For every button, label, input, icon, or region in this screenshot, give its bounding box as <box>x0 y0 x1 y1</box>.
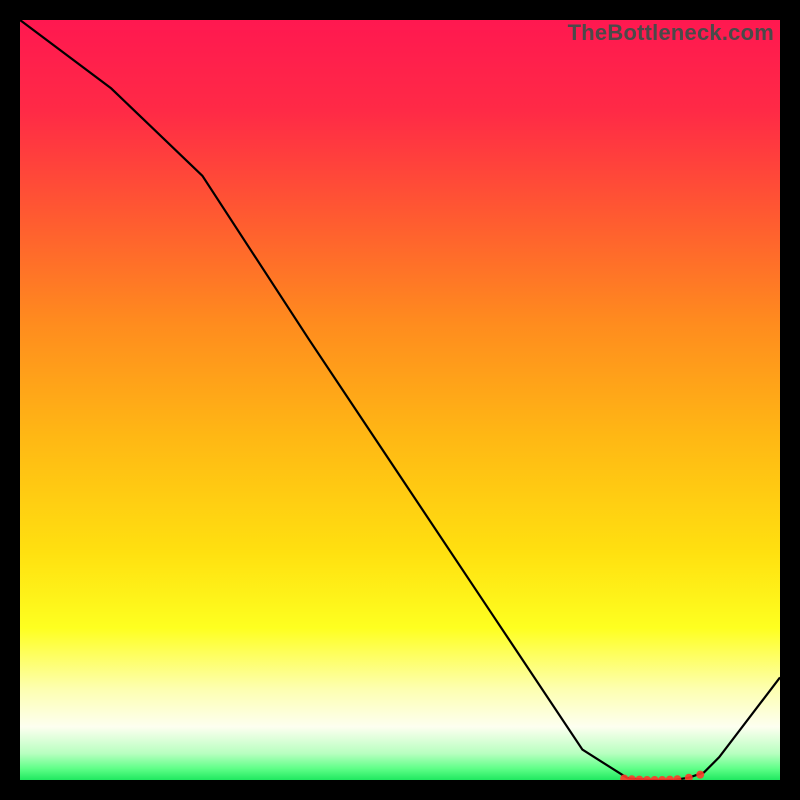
plot-area: TheBottleneck.com <box>20 20 780 780</box>
gradient-background <box>20 20 780 780</box>
chart-container: TheBottleneck.com <box>0 0 800 800</box>
watermark-text: TheBottleneck.com <box>568 20 774 46</box>
